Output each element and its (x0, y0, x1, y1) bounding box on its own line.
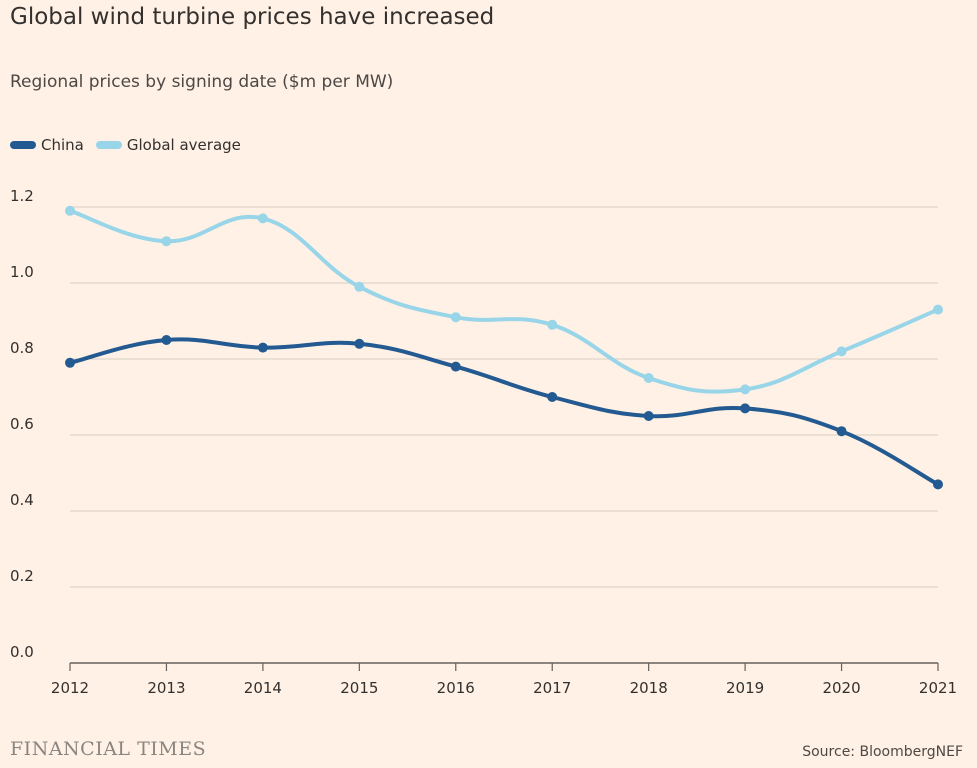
data-point-china (354, 338, 365, 349)
source-note: Source: BloombergNEF (802, 744, 963, 760)
x-tick-label: 2014 (244, 679, 282, 697)
data-point-china (643, 411, 654, 421)
data-point-global-average (933, 304, 943, 315)
data-point-china (257, 342, 268, 353)
legend-swatch-china (10, 141, 36, 149)
x-tick-label: 2016 (437, 679, 475, 697)
data-point-china (65, 357, 75, 368)
data-point-global-average (257, 213, 268, 224)
x-tick-label: 2017 (533, 679, 571, 697)
data-point-china (450, 361, 461, 372)
data-point-global-average (65, 205, 75, 216)
data-point-global-average (354, 281, 365, 292)
data-point-china (740, 403, 751, 414)
chart-subtitle: Regional prices by signing date ($m per … (10, 72, 394, 92)
ft-logo: FINANCIAL TIMES (10, 738, 207, 760)
y-tick-label: 0.6 (10, 415, 34, 433)
y-tick-label: 0.0 (10, 643, 34, 661)
data-point-global-average (450, 312, 461, 323)
x-tick-label: 2018 (630, 679, 668, 697)
legend-label-china: China (41, 136, 84, 154)
legend-item-china: China (10, 136, 84, 154)
data-point-china (547, 392, 558, 402)
legend-item-global-average: Global average (95, 136, 241, 154)
x-tick-label: 2012 (51, 679, 89, 697)
y-tick-label: 0.2 (10, 567, 34, 585)
y-tick-label: 0.8 (10, 339, 34, 357)
series-line-china (68, 337, 940, 487)
x-tick-label: 2020 (822, 679, 860, 697)
chart-title: Global wind turbine prices have increase… (10, 4, 495, 30)
series-line-global-average (68, 208, 940, 394)
x-tick-label: 2021 (919, 679, 957, 697)
data-point-china (933, 479, 943, 490)
data-point-global-average (161, 236, 172, 247)
y-tick-label: 0.4 (10, 491, 34, 509)
y-tick-label: 1.2 (10, 187, 34, 205)
legend-swatch-global-average (95, 141, 122, 149)
data-point-global-average (547, 319, 558, 330)
legend-label-global-average: Global average (126, 136, 241, 154)
data-point-global-average (740, 384, 751, 395)
y-tick-label: 1.0 (10, 263, 34, 281)
data-point-china (161, 335, 172, 345)
x-tick-label: 2019 (726, 679, 764, 697)
x-tick-label: 2015 (340, 679, 378, 697)
x-tick-label: 2013 (147, 679, 185, 697)
data-point-china (836, 426, 847, 437)
legend: China Global average (10, 136, 253, 154)
data-point-global-average (643, 373, 654, 383)
data-point-global-average (836, 346, 847, 357)
